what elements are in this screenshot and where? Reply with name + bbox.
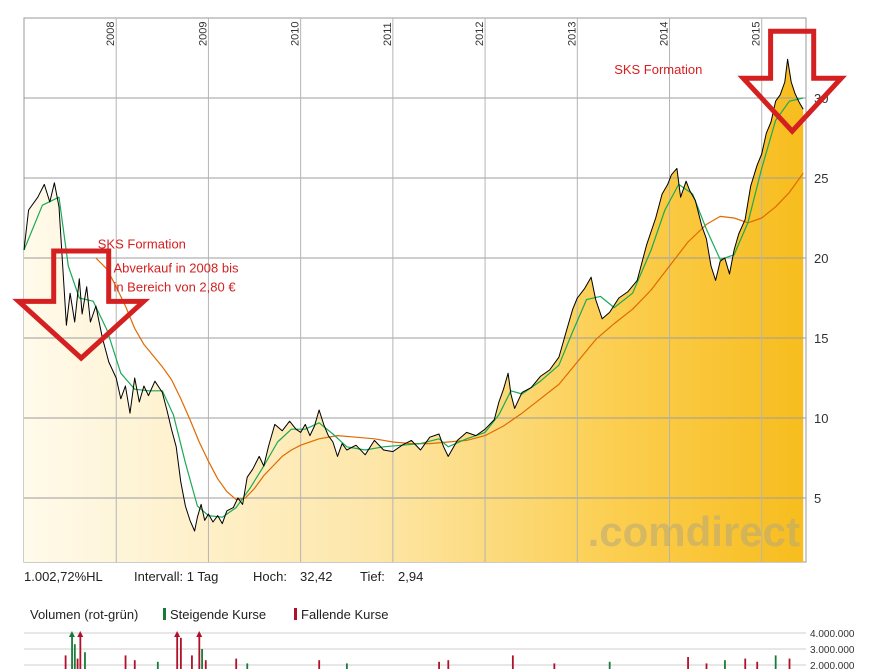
low-label: Tief:	[360, 569, 385, 584]
volume-bar	[756, 661, 759, 669]
volume-overflow-marker	[77, 631, 84, 637]
volume-bar	[705, 663, 708, 669]
x-tick-label: 2008	[105, 22, 117, 46]
price-line	[23, 58, 804, 532]
price-series-line	[23, 58, 804, 532]
price-area-fill	[24, 59, 804, 563]
x-tick-label: 2013	[566, 22, 578, 46]
volume-bar	[204, 660, 207, 669]
volume-bar	[71, 633, 73, 669]
volume-title: Volumen (rot-grün)	[30, 607, 139, 622]
legend-falling-swatch	[294, 608, 297, 620]
annotations: SKS Formation Abverkauf in 2008 bis in Ber…	[98, 62, 703, 295]
volume-bar	[438, 661, 440, 669]
legend-falling: Fallende Kurse	[294, 607, 388, 622]
x-axis-labels: 2008 2009 2010 2011 2012 2013 2014 2015	[105, 22, 763, 46]
ma-long-line	[95, 172, 804, 501]
volume-bar	[198, 633, 201, 669]
x-tick-label: 2011	[382, 22, 394, 46]
legend-rising-swatch	[163, 608, 166, 620]
volume-overflow-marker	[174, 631, 181, 637]
x-tick-label: 2009	[197, 22, 209, 46]
volume-bar	[235, 658, 238, 669]
high-label: Hoch:	[253, 569, 287, 584]
x-tick-label: 2012	[474, 22, 486, 46]
volume-bar	[318, 660, 321, 669]
high-value: 32,42	[300, 569, 333, 584]
grid-lines	[24, 18, 806, 562]
annotation-text: in Bereich von 2,80 €	[113, 280, 236, 295]
y-tick-label: 10	[814, 411, 828, 426]
volume-bar	[744, 658, 747, 669]
volume-bar	[84, 652, 86, 669]
volume-bar	[511, 655, 514, 669]
annotation-text: SKS Formation	[614, 62, 702, 77]
volume-bar	[201, 649, 203, 669]
volume-bar	[156, 661, 159, 669]
x-tick-label: 2014	[659, 22, 671, 46]
performance-value: 1.002,72%HL	[24, 569, 103, 584]
down-arrow-2008	[12, 248, 151, 362]
volume-bar	[191, 655, 193, 669]
interval-label: Intervall: 1 Tag	[134, 569, 219, 584]
watermark: .comdirect	[588, 508, 800, 555]
volume-panel: 4.000.000 3.000.000 2.000.000	[24, 629, 855, 669]
volume-overflow-marker	[68, 631, 75, 637]
volume-bar	[788, 658, 791, 669]
annotation-text: SKS Formation	[98, 236, 186, 251]
volume-bar	[345, 663, 348, 669]
volume-bar	[76, 658, 79, 669]
volume-bar	[608, 661, 611, 669]
annotation-arrows	[12, 28, 847, 362]
low-value: 2,94	[398, 569, 424, 584]
volume-bar	[79, 633, 82, 669]
volume-bar	[724, 660, 726, 669]
volume-overflow-marker	[196, 631, 203, 637]
y-tick-label: 5	[814, 491, 821, 506]
volume-bar	[73, 644, 76, 669]
comdirect-watermark: .comdirect	[588, 508, 800, 555]
volume-bar	[447, 660, 450, 669]
y-tick-label: 20	[814, 251, 828, 266]
volume-bar	[64, 655, 67, 669]
volume-bar	[133, 660, 136, 669]
price-area	[24, 59, 804, 563]
annotation-text: Abverkauf in 2008 bis	[113, 260, 239, 275]
volume-tick-label: 4.000.000	[810, 629, 855, 640]
y-tick-label: 25	[814, 171, 828, 186]
volume-bar	[774, 655, 777, 669]
volume-bar	[246, 663, 249, 669]
moving-average-long	[95, 172, 804, 501]
legend-rising-label: Steigende Kurse	[170, 607, 267, 622]
volume-tick-label: 3.000.000	[810, 645, 855, 656]
x-tick-label: 2015	[751, 22, 763, 46]
legend-rising: Steigende Kurse	[163, 607, 266, 622]
volume-bar	[687, 657, 689, 669]
x-tick-label: 2010	[290, 22, 302, 46]
volume-tick-label: 2.000.000	[810, 661, 855, 669]
volume-bar	[553, 663, 556, 669]
down-arrow-2015	[737, 28, 847, 135]
legend-falling-label: Fallende Kurse	[301, 607, 389, 622]
volume-bar	[124, 655, 127, 669]
volume-bar	[176, 633, 179, 669]
volume-bar	[179, 637, 182, 669]
y-tick-label: 15	[814, 331, 828, 346]
